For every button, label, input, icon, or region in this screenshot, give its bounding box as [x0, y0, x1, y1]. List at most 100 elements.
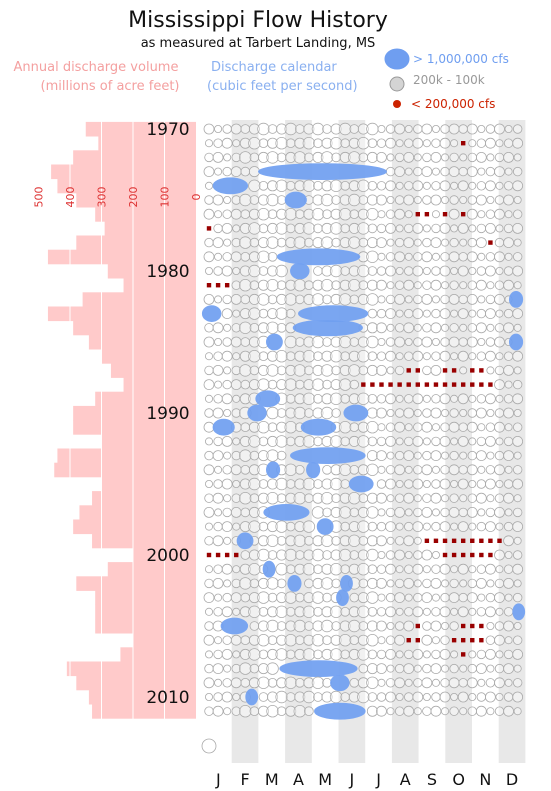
flow-mark: [431, 138, 441, 148]
flow-mark: [422, 493, 432, 503]
high-flow-mark: [343, 404, 369, 422]
flow-mark: [311, 335, 325, 349]
flow-mark: [376, 663, 387, 674]
flow-mark: [413, 507, 423, 518]
flow-mark: [376, 394, 387, 404]
flow-mark: [266, 662, 279, 675]
flow-mark: [485, 422, 496, 432]
high-flow-mark: [220, 617, 249, 635]
flow-mark: [222, 124, 232, 134]
flow-mark: [466, 507, 478, 518]
flow-mark: [338, 634, 352, 647]
flow-mark: [223, 707, 232, 716]
flow-mark: [321, 691, 333, 703]
flow-mark: [258, 606, 269, 617]
flow-mark: [385, 308, 396, 320]
flow-mark: [240, 507, 251, 518]
flow-mark: [512, 592, 523, 603]
flow-mark: [503, 578, 514, 589]
flow-mark: [302, 179, 316, 193]
flow-mark: [240, 251, 251, 262]
flow-mark: [439, 137, 451, 149]
flow-mark: [513, 323, 522, 332]
flow-mark: [258, 351, 269, 362]
flow-mark: [329, 605, 343, 619]
flow-mark: [421, 166, 433, 178]
flow-mark: [377, 337, 386, 346]
flow-mark: [431, 337, 440, 346]
flow-mark: [441, 195, 450, 204]
flow-mark: [412, 308, 424, 320]
flow-mark: [485, 592, 496, 603]
flow-mark: [413, 707, 422, 716]
flow-mark: [413, 238, 422, 247]
flow-mark: [205, 650, 214, 659]
flow-mark: [466, 336, 478, 348]
flow-mark: [512, 252, 523, 262]
flow-mark: [304, 365, 314, 376]
flow-mark: [357, 634, 369, 646]
flow-mark: [450, 650, 459, 659]
flow-mark: [431, 436, 441, 447]
flow-mark: [450, 522, 459, 531]
flow-mark: [450, 139, 459, 148]
flow-mark: [477, 337, 486, 346]
low-flow-mark: [397, 382, 402, 387]
flow-mark: [358, 152, 369, 163]
flow-mark: [249, 280, 260, 291]
flow-mark: [376, 607, 387, 617]
annual-bar: [54, 462, 196, 478]
annual-bar: [92, 491, 196, 506]
flow-mark: [214, 380, 223, 389]
flow-mark: [257, 577, 269, 589]
flow-mark: [329, 477, 343, 491]
flow-mark: [231, 450, 241, 461]
low-flow-mark: [424, 538, 430, 543]
flow-mark: [395, 607, 404, 616]
flow-mark: [294, 137, 306, 149]
annual-bar: [82, 292, 196, 307]
flow-mark: [386, 408, 395, 417]
flow-mark: [366, 577, 378, 589]
flow-mark: [340, 606, 350, 617]
flow-mark: [494, 293, 505, 305]
flow-mark: [385, 265, 396, 277]
flow-mark: [512, 422, 523, 432]
high-flow-mark: [314, 702, 366, 720]
flow-mark: [394, 592, 406, 603]
flow-mark: [321, 222, 333, 234]
flow-mark: [348, 222, 360, 234]
flow-mark: [503, 663, 514, 674]
flow-mark: [450, 352, 459, 361]
flow-mark: [441, 622, 450, 631]
flow-mark: [404, 692, 414, 702]
flow-mark: [358, 195, 369, 205]
flow-mark: [394, 578, 405, 589]
flow-mark: [376, 351, 387, 361]
flow-mark: [276, 123, 288, 135]
flow-mark: [240, 379, 251, 390]
flow-mark: [485, 393, 496, 405]
flow-mark: [512, 124, 523, 134]
flow-mark: [212, 492, 224, 504]
flow-mark: [285, 223, 296, 234]
flow-mark: [366, 463, 379, 477]
high-flow-mark: [212, 177, 249, 195]
flow-mark: [366, 705, 378, 717]
flow-mark: [413, 323, 422, 332]
flow-mark: [513, 536, 522, 545]
flow-mark: [275, 648, 288, 661]
flow-mark: [385, 294, 396, 305]
flow-mark: [322, 592, 332, 603]
flow-mark: [366, 335, 379, 349]
flow-mark: [495, 607, 504, 616]
flow-mark: [449, 280, 459, 290]
flow-mark: [476, 564, 487, 574]
bar-tick-label: 0: [190, 194, 203, 201]
flow-mark: [457, 180, 469, 192]
flow-mark: [494, 123, 505, 135]
flow-mark: [276, 408, 287, 418]
low-flow-mark: [479, 538, 484, 543]
flow-mark: [504, 167, 513, 176]
flow-mark: [213, 223, 223, 234]
